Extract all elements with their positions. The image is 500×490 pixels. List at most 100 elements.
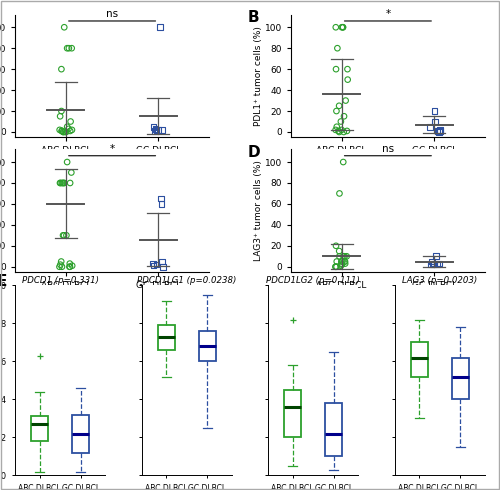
Point <box>428 258 436 266</box>
Point <box>64 125 72 133</box>
Point <box>344 65 351 73</box>
Point <box>150 127 158 135</box>
Point <box>334 44 342 52</box>
Point <box>340 252 348 260</box>
Point <box>332 24 340 31</box>
Point <box>332 263 340 270</box>
Point <box>152 126 160 134</box>
Point <box>339 24 347 31</box>
Point <box>63 158 71 166</box>
PathPatch shape <box>284 390 302 437</box>
Point <box>339 24 347 31</box>
PathPatch shape <box>325 403 342 456</box>
Point <box>339 158 347 166</box>
Point <box>158 258 166 266</box>
Y-axis label: PDL1⁺ tumor cells (%): PDL1⁺ tumor cells (%) <box>254 26 263 126</box>
Point <box>343 127 351 135</box>
Point <box>152 125 160 133</box>
Point <box>65 44 73 52</box>
Point <box>434 261 442 269</box>
Point <box>60 231 68 239</box>
Point <box>60 128 68 136</box>
Point <box>157 195 165 202</box>
Point <box>338 261 346 269</box>
Point <box>58 263 66 270</box>
Point <box>59 231 67 239</box>
Text: B: B <box>248 10 260 25</box>
Text: ns: ns <box>106 9 118 20</box>
Point <box>332 242 340 250</box>
PathPatch shape <box>452 358 469 399</box>
Point <box>338 260 345 268</box>
Point <box>61 128 69 136</box>
Point <box>340 128 348 136</box>
Point <box>332 263 340 270</box>
Point <box>150 262 158 270</box>
PathPatch shape <box>410 343 428 376</box>
Point <box>430 107 438 115</box>
Point <box>344 75 351 83</box>
PathPatch shape <box>72 415 90 452</box>
Point <box>336 252 344 260</box>
Point <box>60 24 68 31</box>
Point <box>333 123 341 131</box>
Point <box>338 126 345 134</box>
Y-axis label: LAG3⁺ tumor cells (%): LAG3⁺ tumor cells (%) <box>254 160 263 261</box>
Point <box>62 128 70 136</box>
Point <box>59 128 67 136</box>
Point <box>68 126 76 134</box>
Title: PDCD1LG1 (p=0.0238): PDCD1LG1 (p=0.0238) <box>137 275 236 285</box>
Point <box>340 258 348 266</box>
Point <box>335 128 343 136</box>
PathPatch shape <box>31 416 48 441</box>
Point <box>66 118 74 125</box>
Point <box>336 262 344 270</box>
Point <box>430 118 438 125</box>
Point <box>342 252 350 260</box>
Point <box>432 252 440 260</box>
Point <box>56 179 64 187</box>
Point <box>63 44 71 52</box>
Text: *: * <box>110 144 114 154</box>
Point <box>68 262 76 270</box>
Point <box>152 261 160 269</box>
Point <box>66 127 74 135</box>
Point <box>56 126 64 134</box>
Point <box>332 258 340 266</box>
Point <box>336 190 344 197</box>
Point <box>436 260 444 268</box>
Point <box>58 127 66 135</box>
Point <box>63 123 71 131</box>
Text: *: * <box>386 9 390 20</box>
Point <box>58 127 66 135</box>
PathPatch shape <box>158 325 175 350</box>
Title: PDCD1LG2 (p=0.111): PDCD1LG2 (p=0.111) <box>266 275 360 285</box>
Point <box>149 260 157 268</box>
Point <box>62 231 70 239</box>
Point <box>66 179 74 187</box>
Point <box>57 258 65 266</box>
Point <box>60 179 68 187</box>
Point <box>436 127 444 135</box>
Text: ns: ns <box>382 144 394 154</box>
Point <box>335 102 343 110</box>
Title: LAG3 (p=0.0203): LAG3 (p=0.0203) <box>402 275 477 285</box>
Point <box>332 263 340 270</box>
Point <box>332 107 340 115</box>
Point <box>434 127 442 135</box>
Point <box>68 169 76 176</box>
Point <box>340 112 348 120</box>
Point <box>334 127 342 135</box>
Point <box>332 126 340 134</box>
Point <box>56 263 64 270</box>
Point <box>158 200 166 208</box>
Point <box>340 252 347 260</box>
Point <box>156 24 164 31</box>
Point <box>58 179 66 187</box>
Point <box>338 258 345 266</box>
Point <box>335 247 343 255</box>
Point <box>341 258 349 266</box>
Point <box>60 179 68 187</box>
Title: PDCD1 (p=0.331): PDCD1 (p=0.331) <box>22 275 99 285</box>
Point <box>159 263 167 270</box>
